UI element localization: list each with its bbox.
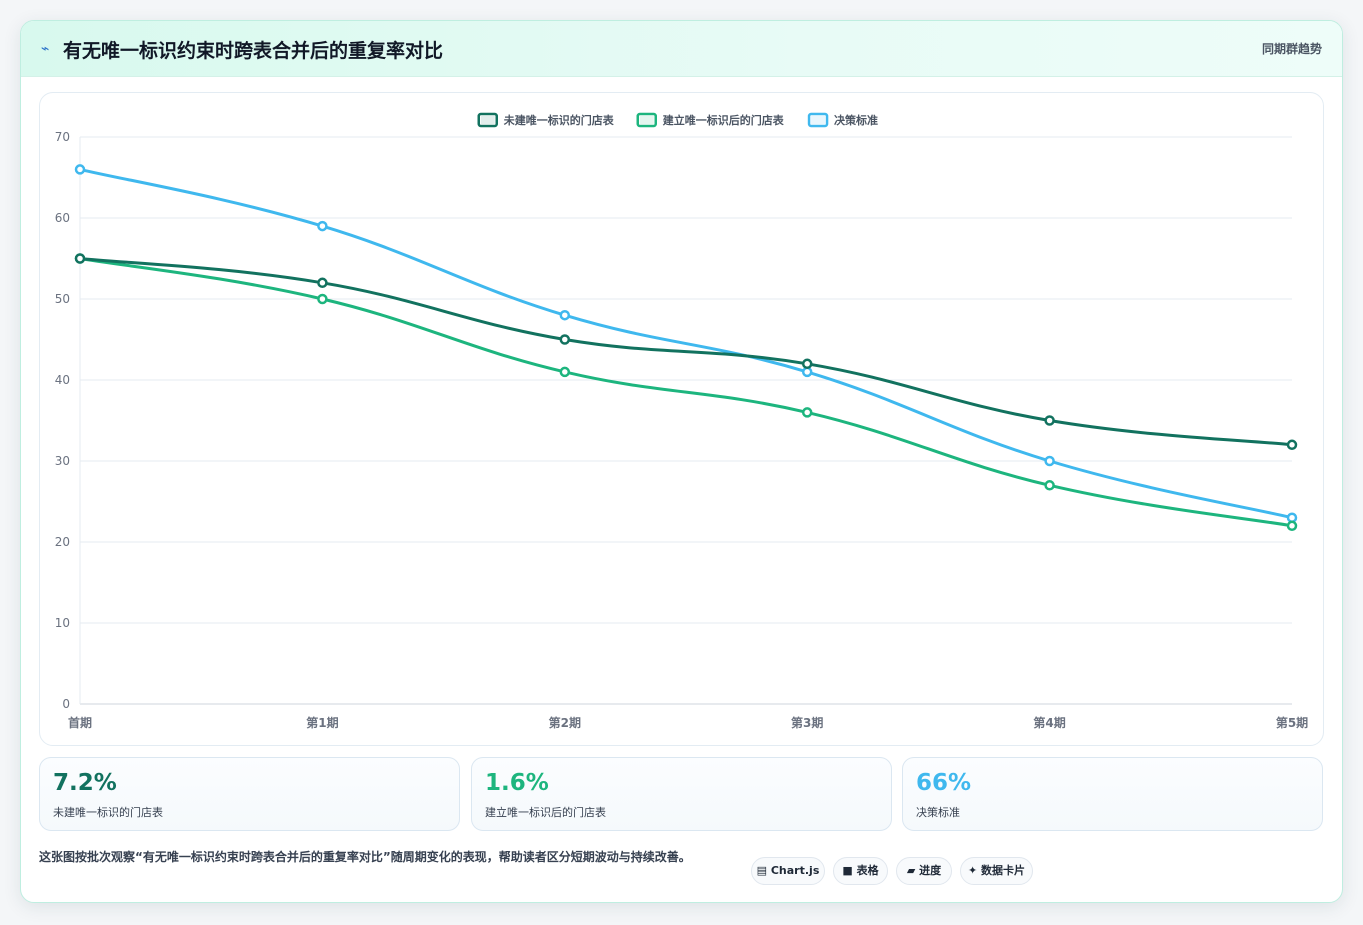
data-point-0-2 bbox=[559, 334, 571, 345]
legend-item-2[interactable]: 决策标准 bbox=[807, 112, 878, 128]
header-badge: 同期群趋势 bbox=[1261, 42, 1322, 56]
chip-data-card[interactable]: ✦ 数据卡片 bbox=[960, 857, 1033, 885]
table-icon: ■ bbox=[842, 864, 853, 877]
y-tick-label: 30 bbox=[55, 454, 70, 468]
legend-swatch-fill bbox=[639, 116, 654, 124]
stat-label: 决策标准 bbox=[916, 806, 960, 819]
series-line-1 bbox=[79, 257, 1293, 528]
data-point-0-4 bbox=[1044, 415, 1055, 426]
trend-icon: ⌁ bbox=[41, 41, 50, 57]
series-lines bbox=[79, 167, 1293, 528]
chip-label: 进度 bbox=[919, 864, 942, 877]
data-point-0-1 bbox=[317, 277, 328, 289]
chip-progress[interactable]: ▰ 进度 bbox=[896, 857, 952, 885]
chart-icon: ▤ bbox=[756, 864, 768, 877]
data-point-0-5 bbox=[1286, 439, 1298, 451]
data-point-2-0 bbox=[74, 164, 86, 175]
stat-card-benchmark: 66% 决策标准 bbox=[902, 757, 1323, 831]
data-point-1-5 bbox=[1286, 520, 1298, 532]
y-tick-label: 70 bbox=[55, 130, 70, 144]
x-tick-label: 第3期 bbox=[791, 715, 823, 730]
series-line-2 bbox=[79, 167, 1293, 520]
data-point-2-4 bbox=[1044, 455, 1055, 467]
data-point-1-2 bbox=[559, 366, 571, 378]
chart-panel: 0 10 20 30 40 50 60 70 首期 第1期 第2期 第3期 第4期 第5期 未建唯一标识… bbox=[39, 92, 1324, 746]
x-tick-label: 第5期 bbox=[1276, 715, 1308, 730]
chart-description: 这张图按批次观察“有无唯一标识约束时跨表合并后的重复率对比”随周期变化的表现，帮… bbox=[39, 850, 691, 864]
legend-swatch bbox=[636, 112, 657, 128]
legend-swatch-fill bbox=[811, 116, 826, 124]
legend: 未建唯一标识的门店表 建立唯一标识后的门店表 决策标准 bbox=[477, 112, 878, 128]
data-point-0-3 bbox=[801, 358, 813, 370]
y-axis: 0 10 20 30 40 50 60 70 bbox=[55, 130, 81, 711]
data-point-1-3 bbox=[801, 407, 813, 418]
x-tick-label: 第4期 bbox=[1033, 715, 1065, 730]
chip-label: Chart.js bbox=[770, 864, 820, 877]
legend-item-0[interactable]: 未建唯一标识的门店表 bbox=[477, 112, 615, 128]
stat-card-constrained: 1.6% 建立唯一标识后的门店表 bbox=[471, 757, 892, 831]
chart-card: ⌁ 有无唯一标识约束时跨表合并后的重复率对比 同期群趋势 0 10 20 30 40 50… bbox=[20, 20, 1343, 903]
legend-item-1[interactable]: 建立唯一标识后的门店表 bbox=[636, 112, 785, 128]
progress-icon: ▰ bbox=[906, 864, 916, 877]
legend-label: 建立唯一标识后的门店表 bbox=[663, 113, 785, 127]
chip-label: 数据卡片 bbox=[981, 864, 1026, 877]
chip-table[interactable]: ■ 表格 bbox=[833, 857, 888, 885]
x-tick-label: 第1期 bbox=[306, 715, 338, 730]
line-chart: 0 10 20 30 40 50 60 70 首期 第1期 第2期 第3期 第4期 第5期 未建唯一标识… bbox=[55, 112, 1308, 730]
y-tick-label: 20 bbox=[55, 535, 70, 549]
x-axis: 首期 第1期 第2期 第3期 第4期 第5期 bbox=[68, 715, 1308, 730]
data-point-2-5 bbox=[1286, 512, 1298, 523]
y-tick-label: 50 bbox=[55, 292, 70, 306]
legend-swatch bbox=[477, 112, 498, 128]
x-tick-label: 第2期 bbox=[549, 715, 581, 730]
grid-lines bbox=[80, 136, 1292, 705]
chip-chartjs[interactable]: ▤ Chart.js bbox=[751, 857, 825, 885]
y-tick-label: 40 bbox=[55, 373, 70, 387]
data-point-2-2 bbox=[559, 309, 571, 321]
data-point-0-0 bbox=[74, 253, 86, 264]
card-header: ⌁ 有无唯一标识约束时跨表合并后的重复率对比 同期群趋势 bbox=[21, 21, 1342, 77]
stat-value: 66% bbox=[916, 770, 972, 796]
data-point-1-4 bbox=[1044, 480, 1055, 491]
stat-card-unconstrained: 7.2% 未建唯一标识的门店表 bbox=[39, 757, 460, 831]
stat-value: 1.6% bbox=[485, 770, 549, 796]
page-title: 有无唯一标识约束时跨表合并后的重复率对比 bbox=[63, 40, 444, 62]
chip-label: 表格 bbox=[856, 864, 879, 877]
y-tick-label: 10 bbox=[55, 616, 70, 630]
legend-swatch bbox=[807, 112, 829, 128]
y-tick-label: 60 bbox=[55, 211, 70, 225]
stat-label: 未建唯一标识的门店表 bbox=[53, 806, 163, 819]
legend-label: 未建唯一标识的门店表 bbox=[503, 113, 615, 127]
stat-value: 7.2% bbox=[53, 770, 117, 796]
x-tick-label: 首期 bbox=[68, 715, 92, 730]
sparkle-icon: ✦ bbox=[967, 864, 978, 877]
data-point-2-1 bbox=[317, 220, 328, 232]
data-point-2-3 bbox=[801, 366, 813, 378]
y-tick-label: 0 bbox=[62, 697, 70, 711]
legend-label: 决策标准 bbox=[834, 113, 878, 127]
stat-label: 建立唯一标识后的门店表 bbox=[485, 806, 606, 819]
data-point-1-1 bbox=[317, 293, 328, 305]
legend-swatch-fill bbox=[480, 116, 495, 124]
series-points bbox=[74, 164, 1298, 532]
series-line-0 bbox=[79, 257, 1293, 447]
